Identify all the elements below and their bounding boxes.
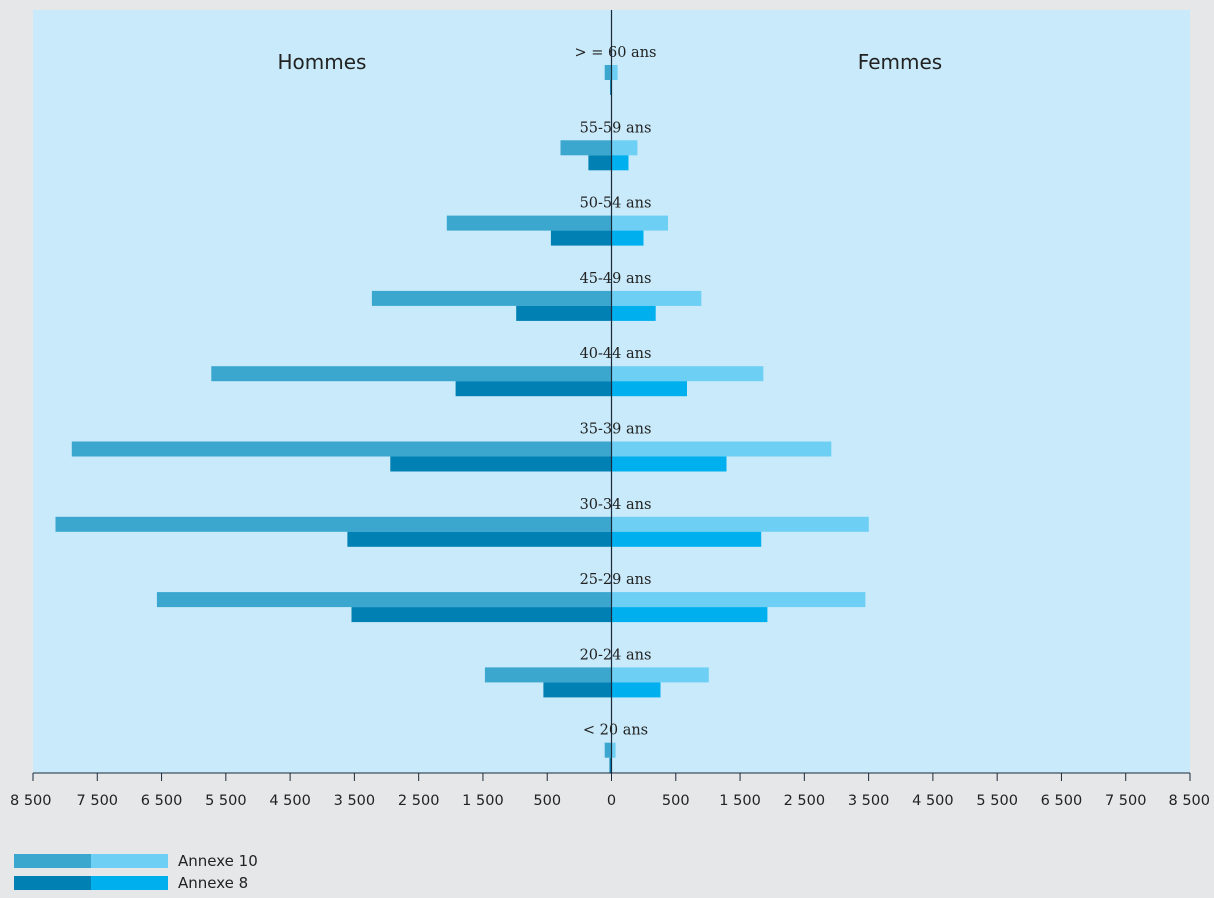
bar-femmes-annexe-8-20-24-ans bbox=[611, 682, 661, 698]
x-tick-label-10: 500 bbox=[662, 793, 690, 809]
bar-femmes-annexe-10-25-29-ans bbox=[611, 592, 866, 608]
age-label-40-44-ans: 40-44 ans bbox=[580, 346, 652, 362]
age-label-25-29-ans: 25-29 ans bbox=[580, 572, 652, 588]
x-tick-label-9: 0 bbox=[607, 793, 616, 809]
femmes-label: Femmes bbox=[858, 50, 942, 74]
age-label-60-ans: > = 60 ans bbox=[574, 45, 656, 61]
age-label-45-49-ans: 45-49 ans bbox=[580, 271, 652, 287]
legend-item-annexe-8: Annexe 8 bbox=[14, 872, 258, 894]
bar-hommes-annexe-8-20-ans bbox=[609, 757, 612, 773]
bar-femmes-annexe-8-30-34-ans bbox=[611, 531, 762, 547]
x-tick-label-18: 8 500 bbox=[1168, 793, 1210, 809]
bar-hommes-annexe-8-40-44-ans bbox=[455, 381, 612, 397]
bar-femmes-annexe-10-20-ans bbox=[611, 742, 616, 758]
bar-hommes-annexe-10-50-54-ans bbox=[446, 215, 612, 231]
x-tick-label-11: 1 500 bbox=[719, 793, 761, 809]
x-tick-label-2: 6 500 bbox=[141, 793, 183, 809]
bar-hommes-annexe-8-45-49-ans bbox=[516, 305, 612, 321]
bar-femmes-annexe-8-45-49-ans bbox=[611, 305, 656, 321]
bar-hommes-annexe-10-20-24-ans bbox=[484, 667, 612, 683]
x-tick-label-0: 8 500 bbox=[10, 793, 52, 809]
x-tick-label-16: 6 500 bbox=[1041, 793, 1083, 809]
bar-hommes-annexe-10-30-34-ans bbox=[55, 516, 612, 532]
legend-label-annexe-8: Annexe 8 bbox=[178, 874, 249, 892]
bar-hommes-annexe-8-50-54-ans bbox=[550, 230, 612, 246]
x-tick-label-3: 5 500 bbox=[205, 793, 247, 809]
legend-swatch-annexe-10 bbox=[14, 854, 168, 868]
bar-femmes-annexe-10-35-39-ans bbox=[611, 441, 832, 457]
bar-hommes-annexe-8-60-ans bbox=[610, 80, 612, 95]
legend-label-annexe-10: Annexe 10 bbox=[178, 852, 258, 870]
bar-femmes-annexe-10-45-49-ans bbox=[611, 290, 702, 306]
bar-hommes-annexe-10-45-49-ans bbox=[371, 290, 612, 306]
bars-group bbox=[55, 65, 869, 773]
x-tick-label-12: 2 500 bbox=[784, 793, 826, 809]
x-tick-label-8: 500 bbox=[533, 793, 561, 809]
x-ticks-group: 8 500 7 500 6 500 5 500 4 500 3 500 2 500 1 500… bbox=[10, 773, 1210, 809]
age-label-35-39-ans: 35-39 ans bbox=[580, 422, 652, 438]
bar-femmes-annexe-8-50-54-ans bbox=[611, 230, 644, 246]
x-tick-label-13: 3 500 bbox=[848, 793, 890, 809]
age-label-20-ans: < 20 ans bbox=[583, 723, 648, 739]
bar-hommes-annexe-10-35-39-ans bbox=[71, 441, 612, 457]
bar-femmes-annexe-10-30-34-ans bbox=[611, 516, 869, 532]
bar-femmes-annexe-10-55-59-ans bbox=[611, 140, 638, 156]
hommes-label: Hommes bbox=[278, 50, 367, 74]
bar-hommes-annexe-10-60-ans bbox=[604, 65, 612, 80]
bar-femmes-annexe-8-55-59-ans bbox=[611, 155, 629, 171]
x-tick-label-14: 4 500 bbox=[912, 793, 954, 809]
age-label-30-34-ans: 30-34 ans bbox=[580, 497, 652, 513]
bar-hommes-annexe-8-55-59-ans bbox=[588, 155, 612, 171]
bar-femmes-annexe-10-40-44-ans bbox=[611, 366, 764, 382]
bar-hommes-annexe-8-20-24-ans bbox=[543, 682, 612, 698]
bar-femmes-annexe-8-40-44-ans bbox=[611, 381, 687, 397]
bar-hommes-annexe-8-25-29-ans bbox=[351, 607, 612, 623]
bar-femmes-annexe-10-60-ans bbox=[611, 65, 618, 80]
bar-hommes-annexe-10-40-44-ans bbox=[211, 366, 612, 382]
population-pyramid-chart: > = 60 ans 55-59 ans 50-54 ans 45-49 ans 40-… bbox=[10, 10, 1210, 809]
bar-hommes-annexe-10-55-59-ans bbox=[560, 140, 612, 156]
bar-hommes-annexe-8-35-39-ans bbox=[390, 456, 612, 472]
legend: Annexe 10 Annexe 8 bbox=[14, 850, 258, 894]
bar-femmes-annexe-10-50-54-ans bbox=[611, 215, 668, 231]
legend-item-annexe-10: Annexe 10 bbox=[14, 850, 258, 872]
bar-hommes-annexe-10-20-ans bbox=[604, 742, 612, 758]
x-tick-label-1: 7 500 bbox=[77, 793, 119, 809]
age-labels-group: > = 60 ans 55-59 ans 50-54 ans 45-49 ans 40-… bbox=[574, 45, 656, 739]
x-tick-label-5: 3 500 bbox=[334, 793, 376, 809]
bar-femmes-annexe-8-35-39-ans bbox=[611, 456, 727, 472]
bar-hommes-annexe-8-30-34-ans bbox=[347, 531, 612, 547]
bar-hommes-annexe-10-25-29-ans bbox=[156, 592, 612, 608]
x-tick-label-6: 2 500 bbox=[398, 793, 440, 809]
x-tick-label-7: 1 500 bbox=[462, 793, 504, 809]
age-label-20-24-ans: 20-24 ans bbox=[580, 647, 652, 663]
x-tick-label-15: 5 500 bbox=[976, 793, 1018, 809]
age-label-55-59-ans: 55-59 ans bbox=[580, 120, 652, 136]
x-tick-label-4: 4 500 bbox=[269, 793, 311, 809]
x-tick-label-17: 7 500 bbox=[1105, 793, 1147, 809]
legend-swatch-annexe-8 bbox=[14, 876, 168, 890]
age-label-50-54-ans: 50-54 ans bbox=[580, 196, 652, 212]
bar-femmes-annexe-8-25-29-ans bbox=[611, 607, 768, 623]
bar-femmes-annexe-10-20-24-ans bbox=[611, 667, 709, 683]
